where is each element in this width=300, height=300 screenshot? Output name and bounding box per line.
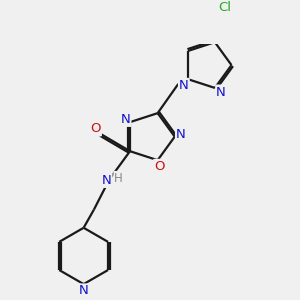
- Text: N: N: [102, 174, 112, 187]
- Text: N: N: [121, 113, 130, 126]
- Text: O: O: [154, 160, 165, 173]
- Text: N: N: [176, 128, 186, 142]
- Text: Cl: Cl: [219, 2, 232, 14]
- Text: O: O: [90, 122, 101, 135]
- Text: N: N: [79, 284, 88, 298]
- Text: N: N: [216, 85, 226, 99]
- Text: H: H: [114, 172, 123, 185]
- Text: N: N: [179, 79, 189, 92]
